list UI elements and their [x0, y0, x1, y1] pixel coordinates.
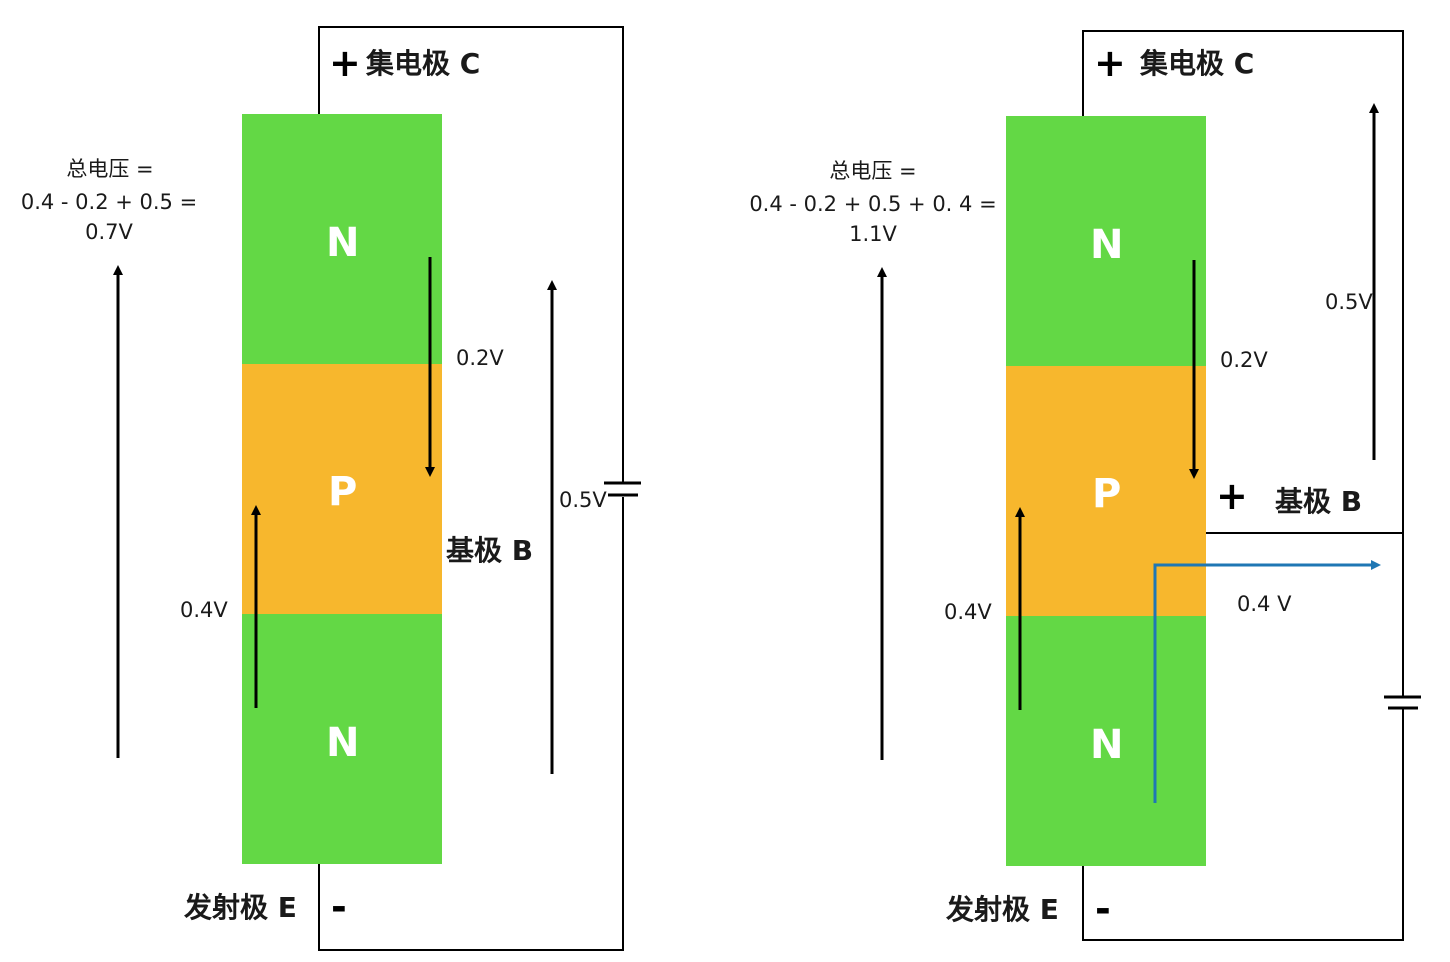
right-total-voltage-line3: 1.1V — [849, 222, 897, 246]
right-p-region — [1006, 366, 1206, 616]
left-battery-voltage-label: 0.5V — [559, 488, 607, 512]
right-total-voltage-line2: 0.4 - 0.2 + 0.5 + 0. 4 = — [749, 192, 997, 216]
left-collector-plus-sign: + — [329, 41, 361, 85]
left-region-n-bottom-label: N — [326, 720, 360, 766]
left-emitter-minus-sign: - — [331, 885, 347, 929]
left-p-region — [242, 364, 442, 614]
right-n-region-top — [1006, 116, 1206, 366]
right-base-label: 基极 B — [1275, 485, 1363, 518]
right-collector-plus-sign: + — [1094, 41, 1126, 85]
right-region-n-top-label: N — [1090, 222, 1124, 268]
left-circuit-wire — [318, 26, 624, 951]
left-collector-label: 集电极 C — [366, 47, 481, 80]
right-be-voltage-label: 0.4V — [944, 600, 992, 624]
left-circuit — [113, 26, 641, 951]
right-base-plus-sign: + — [1216, 474, 1248, 518]
left-base-label: 基极 B — [446, 534, 534, 567]
left-total-voltage-line2: 0.4 - 0.2 + 0.5 = — [20, 190, 198, 214]
right-emitter-label: 发射极 E — [946, 893, 1059, 926]
left-n-region-bottom — [242, 614, 442, 864]
right-collector-label: 集电极 C — [1140, 47, 1255, 80]
right-emitter-minus-sign: - — [1095, 887, 1111, 931]
right-circuit — [877, 30, 1421, 941]
left-n-region-top — [242, 114, 442, 364]
left-bc-voltage-label: 0.2V — [456, 346, 504, 370]
right-bc-voltage-label: 0.2V — [1220, 348, 1268, 372]
right-current-path-arrow — [1153, 560, 1381, 803]
left-total-voltage-line3: 0.7V — [85, 220, 133, 244]
right-base-battery-voltage-label: 0.4 V — [1237, 592, 1292, 616]
left-be-voltage-label: 0.4V — [180, 598, 228, 622]
right-region-n-bottom-label: N — [1090, 722, 1124, 768]
left-emitter-label: 发射极 E — [184, 891, 297, 924]
right-region-p-label: P — [1092, 471, 1122, 517]
right-n-region-bottom — [1006, 616, 1206, 866]
left-region-n-top-label: N — [326, 220, 360, 266]
right-top-voltage-label: 0.5V — [1325, 290, 1373, 314]
right-circuit-wire — [1082, 30, 1404, 941]
left-region-p-label: P — [328, 469, 358, 515]
right-total-voltage-line1: 总电压 = — [829, 159, 917, 183]
left-total-voltage-line1: 总电压 = — [66, 157, 154, 181]
